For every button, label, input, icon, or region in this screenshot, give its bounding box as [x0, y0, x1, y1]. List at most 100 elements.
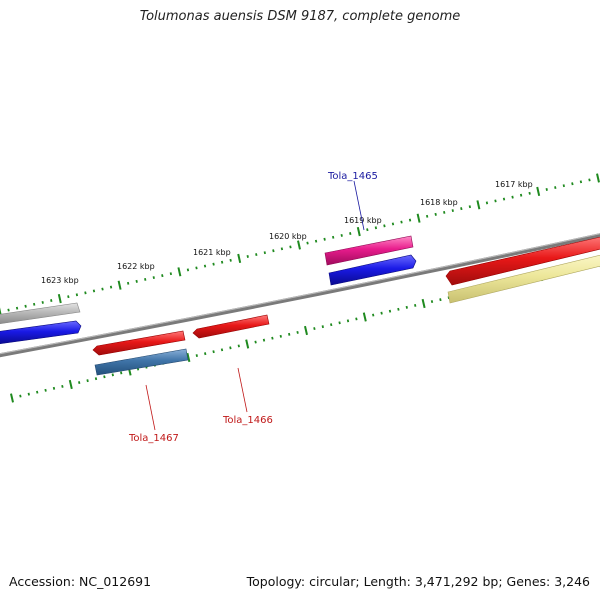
minor-tick-mark: [204, 352, 207, 356]
minor-tick-mark: [75, 293, 79, 297]
minor-tick-mark: [212, 350, 215, 354]
tick-label-1623: 1623 kbp: [41, 276, 79, 285]
minor-tick-mark: [366, 228, 369, 232]
minor-tick-mark: [408, 218, 412, 222]
minor-tick-mark: [280, 247, 284, 251]
minor-tick-mark: [126, 281, 130, 285]
minor-tick-mark: [451, 209, 454, 213]
leader-line-1467: [145, 384, 156, 431]
minor-tick-mark: [111, 373, 114, 377]
minor-tick-mark: [195, 266, 198, 270]
minor-tick-mark: [349, 232, 352, 235]
minor-tick-mark: [439, 298, 442, 302]
gene-feature-steel[interactable]: [94, 348, 189, 376]
minor-tick-mark: [562, 184, 565, 188]
minor-tick-mark: [220, 348, 224, 352]
minor-tick-mark: [434, 212, 437, 216]
minor-tick-mark: [152, 276, 155, 280]
accession-text: Accession: NC_012691: [9, 574, 152, 589]
minor-tick-mark: [494, 199, 497, 203]
minor-tick-mark: [15, 306, 19, 310]
major-tick-mark: [237, 253, 242, 264]
minor-tick-mark: [120, 371, 123, 375]
minor-tick-mark: [52, 386, 56, 390]
tick-label-1619: 1619 kbp: [344, 216, 382, 225]
major-tick-mark: [68, 379, 73, 390]
minor-tick-mark: [296, 330, 299, 334]
minor-tick-mark: [380, 311, 383, 315]
gene-label-tola-1466[interactable]: Tola_1466: [222, 415, 273, 426]
minor-tick-mark: [101, 287, 104, 291]
minor-tick-mark: [78, 381, 81, 385]
minor-tick-mark: [397, 307, 400, 311]
gene-feature-red-1467[interactable]: [92, 330, 186, 356]
major-tick-mark: [536, 186, 541, 197]
minor-tick-mark: [27, 392, 30, 396]
major-tick-mark: [356, 226, 361, 237]
minor-tick-mark: [272, 249, 275, 253]
gene-feature-magenta-1465[interactable]: [324, 235, 414, 266]
tick-label-1621: 1621 kbp: [193, 248, 231, 257]
gene-feature-blue-left[interactable]: [0, 320, 82, 345]
outer-tick-ring: [0, 173, 600, 317]
major-tick-mark: [596, 173, 600, 183]
genome-summary-text: Topology: circular; Length: 3,471,292 bp…: [246, 574, 590, 589]
map-title: Tolumonas auensis DSM 9187, complete gen…: [139, 9, 461, 24]
minor-tick-mark: [374, 226, 378, 230]
gene-feature-gray[interactable]: [0, 302, 81, 325]
minor-tick-mark: [346, 319, 350, 323]
minor-tick-mark: [400, 220, 403, 224]
genome-backbone: [0, 233, 600, 358]
minor-tick-mark: [84, 291, 87, 295]
major-tick-mark: [10, 393, 14, 403]
minor-tick-mark: [323, 237, 326, 241]
minor-tick-mark: [271, 336, 274, 340]
minor-tick-mark: [314, 239, 318, 243]
minor-tick-mark: [414, 303, 417, 307]
minor-tick-mark: [279, 334, 282, 338]
minor-tick-mark: [203, 264, 207, 268]
major-tick-mark: [304, 325, 308, 336]
minor-tick-mark: [355, 317, 358, 321]
minor-tick-mark: [229, 346, 232, 350]
major-tick-mark: [117, 280, 122, 290]
minor-tick-mark: [144, 277, 147, 281]
minor-tick-mark: [289, 245, 292, 249]
minor-tick-mark: [425, 214, 429, 218]
minor-tick-mark: [383, 224, 386, 228]
minor-tick-mark: [50, 299, 53, 302]
minor-tick-mark: [61, 384, 64, 388]
minor-tick-mark: [36, 390, 39, 394]
gene-feature-yellow[interactable]: [447, 254, 600, 304]
major-tick-mark: [177, 267, 182, 277]
leader-line-1466: [237, 367, 248, 413]
minor-tick-mark: [41, 300, 44, 304]
minor-tick-mark: [161, 274, 164, 278]
minor-tick-mark: [405, 305, 408, 309]
minor-tick-mark: [103, 375, 106, 379]
minor-tick-mark: [332, 235, 335, 239]
major-tick-mark: [362, 312, 367, 322]
minor-tick-mark: [246, 255, 249, 258]
minor-tick-mark: [186, 268, 190, 272]
minor-tick-mark: [388, 309, 392, 313]
major-tick-mark: [476, 200, 481, 210]
tick-label-1617: 1617 kbp: [495, 180, 533, 189]
minor-tick-mark: [33, 302, 36, 306]
minor-tick-mark: [588, 178, 591, 182]
gene-feature-red-right[interactable]: [445, 236, 600, 286]
gene-label-tola-1465[interactable]: Tola_1465: [327, 171, 378, 182]
minor-tick-mark: [7, 308, 10, 312]
minor-tick-mark: [135, 279, 138, 283]
gene-label-tola-1467[interactable]: Tola_1467: [128, 433, 179, 444]
minor-tick-mark: [338, 321, 341, 325]
minor-tick-mark: [262, 338, 266, 342]
gene-feature-red-1466[interactable]: [192, 314, 270, 339]
gene-feature-blue-right[interactable]: [328, 254, 417, 286]
minor-tick-mark: [502, 197, 506, 201]
minor-tick-mark: [94, 377, 98, 381]
minor-tick-mark: [443, 210, 446, 214]
genome-backbone-highlight: [0, 233, 600, 355]
